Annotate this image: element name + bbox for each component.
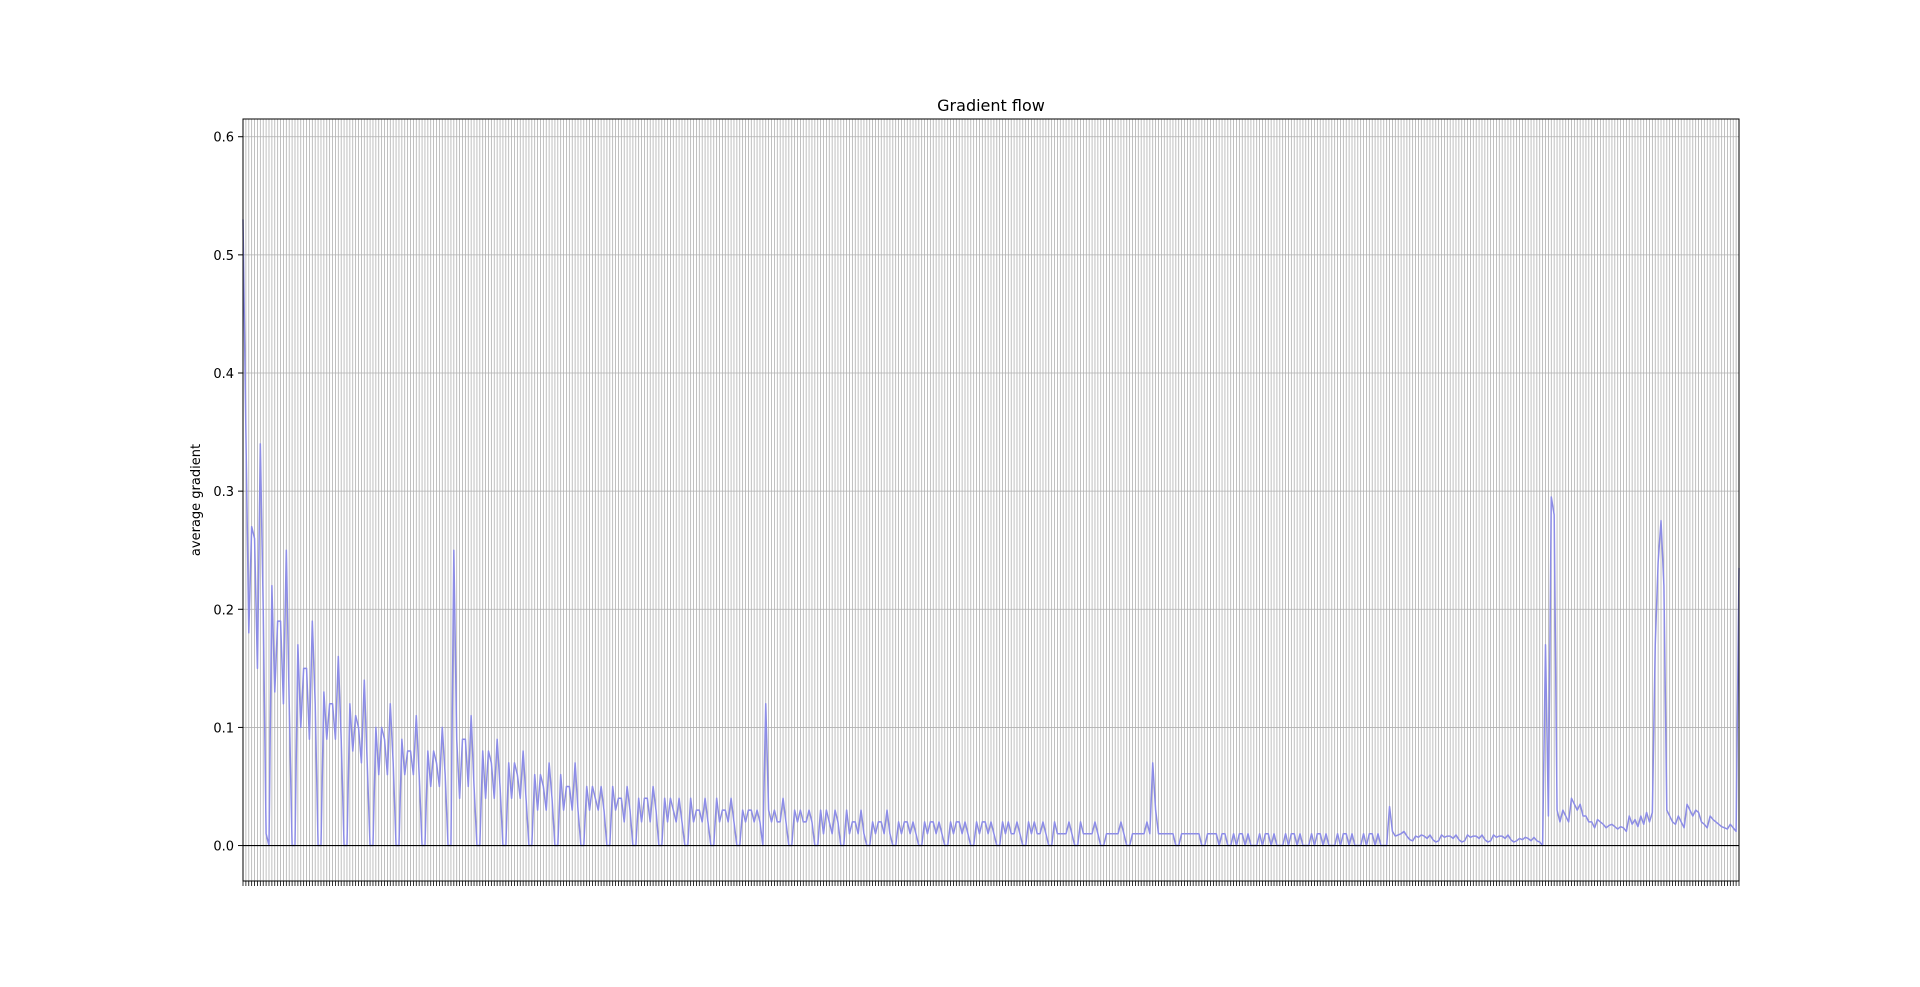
y-axis-ticks: 0.0 0.1 0.2 0.3 0.4 0.5 0.6 [213, 131, 243, 855]
gradient-series-line [242, 219, 1740, 847]
y-tick-label: 0.0 [213, 840, 234, 855]
x-grid [242, 119, 1740, 881]
y-tick-label: 0.4 [213, 367, 234, 382]
y-tick-label: 0.2 [213, 603, 234, 618]
y-tick-label: 0.5 [213, 249, 234, 264]
chart-title: Gradient flow [937, 96, 1045, 115]
x-axis-ticks [242, 881, 1740, 886]
y-tick-label: 0.3 [213, 485, 234, 500]
y-tick-label: 0.1 [213, 721, 234, 736]
y-tick-label: 0.6 [213, 131, 234, 146]
y-axis-label: average gradient [189, 444, 204, 556]
series-group [242, 219, 1740, 847]
